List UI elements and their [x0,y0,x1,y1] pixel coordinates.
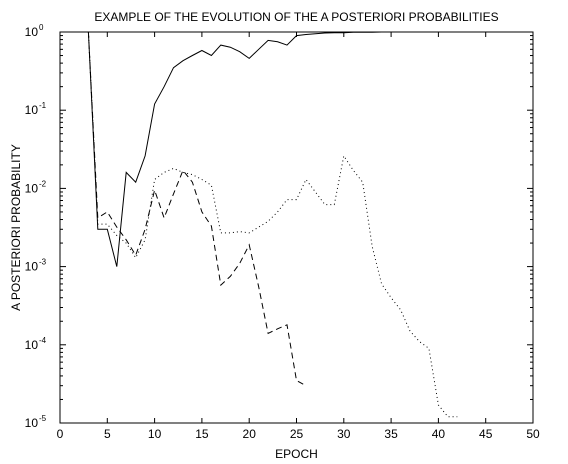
series-line-dotted [87,32,458,418]
x-tick-label: 25 [290,427,304,441]
chart-title: EXAMPLE OF THE EVOLUTION OF THE A POSTER… [94,10,498,24]
x-tick-label: 0 [57,427,64,441]
x-tick-label: 45 [479,427,493,441]
y-tick-label: 10 [25,338,39,352]
x-tick-label: 30 [337,427,351,441]
y-tick-exponent: 0 [39,23,44,32]
x-tick-label: 15 [195,427,209,441]
y-tick-exponent: -1 [39,101,47,110]
x-tick-label: 20 [243,427,257,441]
x-axis-label: EPOCH [275,447,318,461]
plot-lines [87,32,533,418]
x-tick-label: 10 [148,427,162,441]
y-tick-label: 10 [25,103,39,117]
y-tick-exponent: -4 [39,336,47,345]
x-tick-label: 50 [526,427,540,441]
x-tick-label: 35 [384,427,398,441]
x-axis: 0 5 10 15 20 25 30 35 40 45 50 [57,32,540,441]
y-tick-exponent: -2 [39,179,47,188]
y-tick-label: 10 [25,25,39,39]
plot-area [59,31,534,424]
y-axis-label: A POSTERIORI PROBABILITY [9,144,23,311]
y-tick-exponent: -3 [39,258,47,267]
x-tick-label: 5 [104,427,111,441]
y-tick-label: 10 [25,416,39,430]
y-tick-label: 10 [25,181,39,195]
y-tick-label: 10 [25,260,39,274]
series-line-solid [87,32,533,267]
y-tick-exponent: -5 [39,414,47,423]
x-tick-label: 40 [432,427,446,441]
series-line-dashed [87,32,307,387]
